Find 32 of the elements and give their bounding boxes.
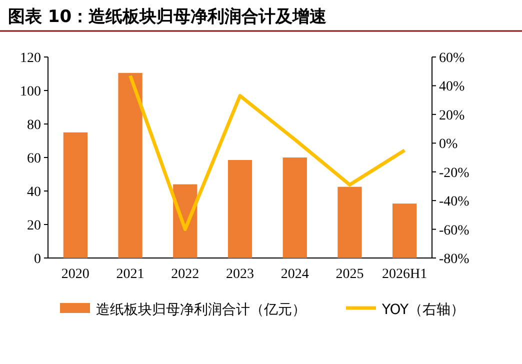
y-tick-label: 100 xyxy=(20,84,41,100)
y-tick-label: 40 xyxy=(27,185,41,200)
chart-title: 图表 10：造纸板块归母净利润合计及增速 xyxy=(8,7,327,27)
y-tick-label: 0 xyxy=(34,252,41,267)
bar xyxy=(228,160,252,258)
y2-tick-label: 0% xyxy=(439,137,458,152)
bar xyxy=(392,204,417,258)
bar xyxy=(118,72,142,258)
y-tick-label: 20 xyxy=(27,218,41,234)
y2-tick-label: 20% xyxy=(439,108,465,124)
y-tick-label: 80 xyxy=(27,118,41,133)
bar xyxy=(338,186,362,258)
x-tick-label: 2022 xyxy=(171,267,200,282)
y2-tick-label: -80% xyxy=(439,252,470,267)
bar xyxy=(282,158,307,258)
x-tick-label: 2024 xyxy=(280,267,309,282)
legend-label: 造纸板块归母净利润合计（亿元） xyxy=(96,302,306,318)
x-tick-label: 2025 xyxy=(336,267,364,282)
y-tick-label: 60 xyxy=(27,152,41,166)
x-tick-label: 2026H1 xyxy=(382,267,428,282)
bar xyxy=(63,132,88,258)
legend-label: YOY（右轴） xyxy=(381,302,465,318)
line-series xyxy=(128,74,406,232)
x-tick-label: 2020 xyxy=(61,267,90,282)
x-tick-label: 2021 xyxy=(116,267,144,282)
y2-tick-label: -60% xyxy=(439,223,470,238)
y2-tick-label: -20% xyxy=(439,166,470,181)
y2-tick-label: 60% xyxy=(439,51,465,66)
y-tick-label: 120 xyxy=(20,51,41,66)
y2-tick-label: 40% xyxy=(439,80,465,95)
x-tick-label: 2023 xyxy=(226,267,254,282)
y2-tick-label: -40% xyxy=(439,194,470,210)
